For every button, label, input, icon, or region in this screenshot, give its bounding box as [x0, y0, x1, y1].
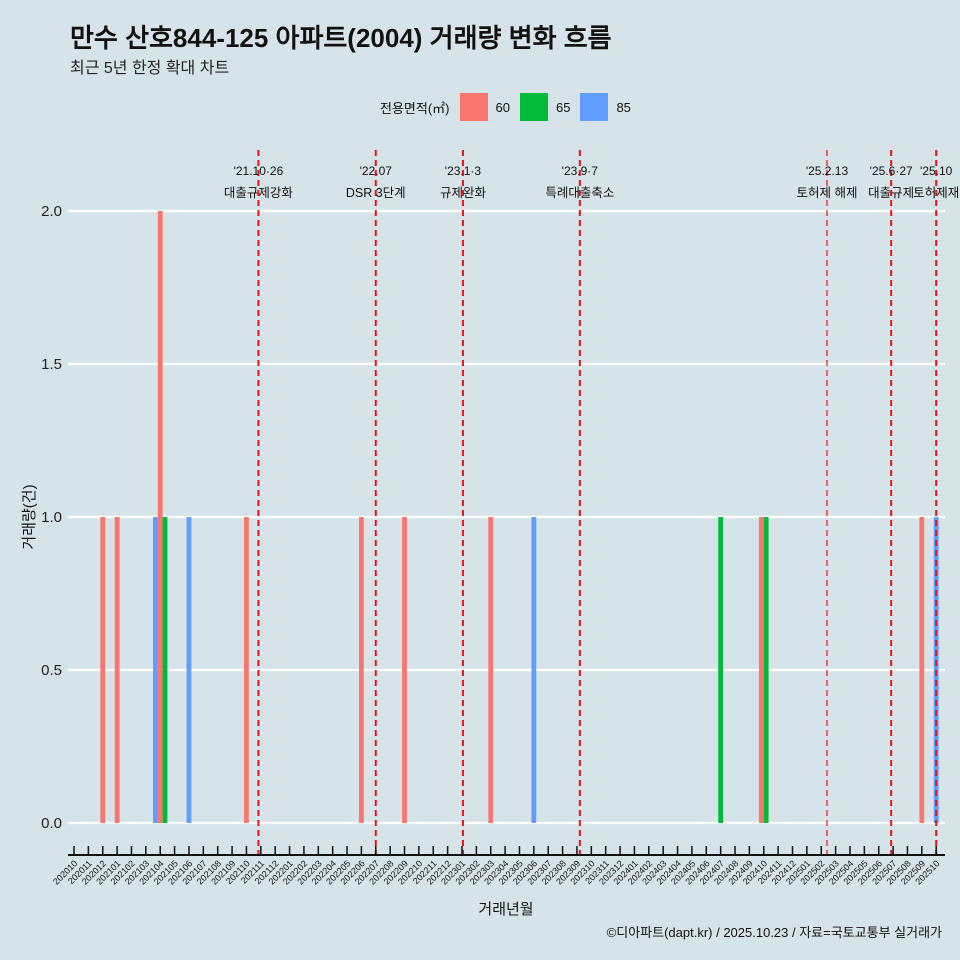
bar-202509-60 [919, 517, 925, 823]
legend: 전용면적(㎡) 60 65 85 [380, 93, 631, 121]
legend-label-85: 85 [616, 99, 631, 115]
event-date-label: '23.9·7 [562, 164, 599, 178]
event-date-label: '22.07 [360, 164, 393, 178]
y-tick-label: 1.5 [41, 356, 62, 373]
event-date-label: '25.2.13 [806, 164, 849, 178]
bar-202410-60 [758, 517, 764, 823]
legend-swatch-65 [519, 93, 548, 121]
legend-swatch-60 [459, 93, 488, 121]
bar-202407-65 [718, 517, 724, 823]
bar-202410-65 [763, 517, 769, 823]
event-date-label: '21.10·26 [234, 164, 284, 178]
bar-202101-60 [114, 517, 120, 823]
bar-202209-60 [402, 517, 407, 823]
event-label: DSR 3단계 [346, 186, 406, 200]
event-date-label: '25.6·27 [870, 164, 913, 178]
bar-202303-60 [488, 517, 494, 823]
y-tick-label: 0.5 [41, 662, 62, 679]
bar-202104-65 [162, 517, 168, 823]
chart-subtitle: 최근 5년 한정 확대 차트 [70, 60, 230, 77]
y-tick-label: 1.0 [41, 509, 62, 526]
event-label: 대출규제강화 [224, 186, 294, 200]
legend-title: 전용면적(㎡) [380, 100, 450, 116]
bar-202106-85 [186, 517, 192, 823]
y-axis-title: 거래량(건) [21, 484, 38, 549]
bar-202306-85 [531, 517, 537, 823]
bar-202104-85 [153, 517, 158, 823]
event-label: 토허제재 [913, 186, 959, 200]
legend-label-65: 65 [555, 99, 571, 115]
event-label: 규제완화 [440, 186, 487, 200]
chart-title: 만수 산호844-125 아파트(2004) 거래량 변화 흐름 [70, 23, 612, 53]
bar-202104-60 [157, 211, 163, 823]
bar-202110-60 [244, 517, 249, 823]
event-label: 토허제 해제 [796, 186, 857, 200]
y-tick-label: 2.0 [41, 203, 62, 220]
legend-swatch-85 [580, 93, 609, 121]
x-axis-title: 거래년월 [478, 901, 533, 918]
y-tick-label: 0.0 [41, 815, 62, 832]
event-date-label: '23.1·3 [445, 164, 482, 178]
event-label: 특례대출축소 [545, 186, 614, 200]
event-date-label: '25.10 [920, 164, 953, 178]
legend-label-60: 60 [495, 99, 510, 115]
bar-202206-60 [359, 517, 364, 823]
event-label: 대출규제 [868, 186, 914, 200]
caption: ©디아파트(dapt.kr) / 2025.10.23 / 자료=국토교통부 실… [606, 925, 942, 940]
bar-202012-60 [100, 517, 106, 823]
